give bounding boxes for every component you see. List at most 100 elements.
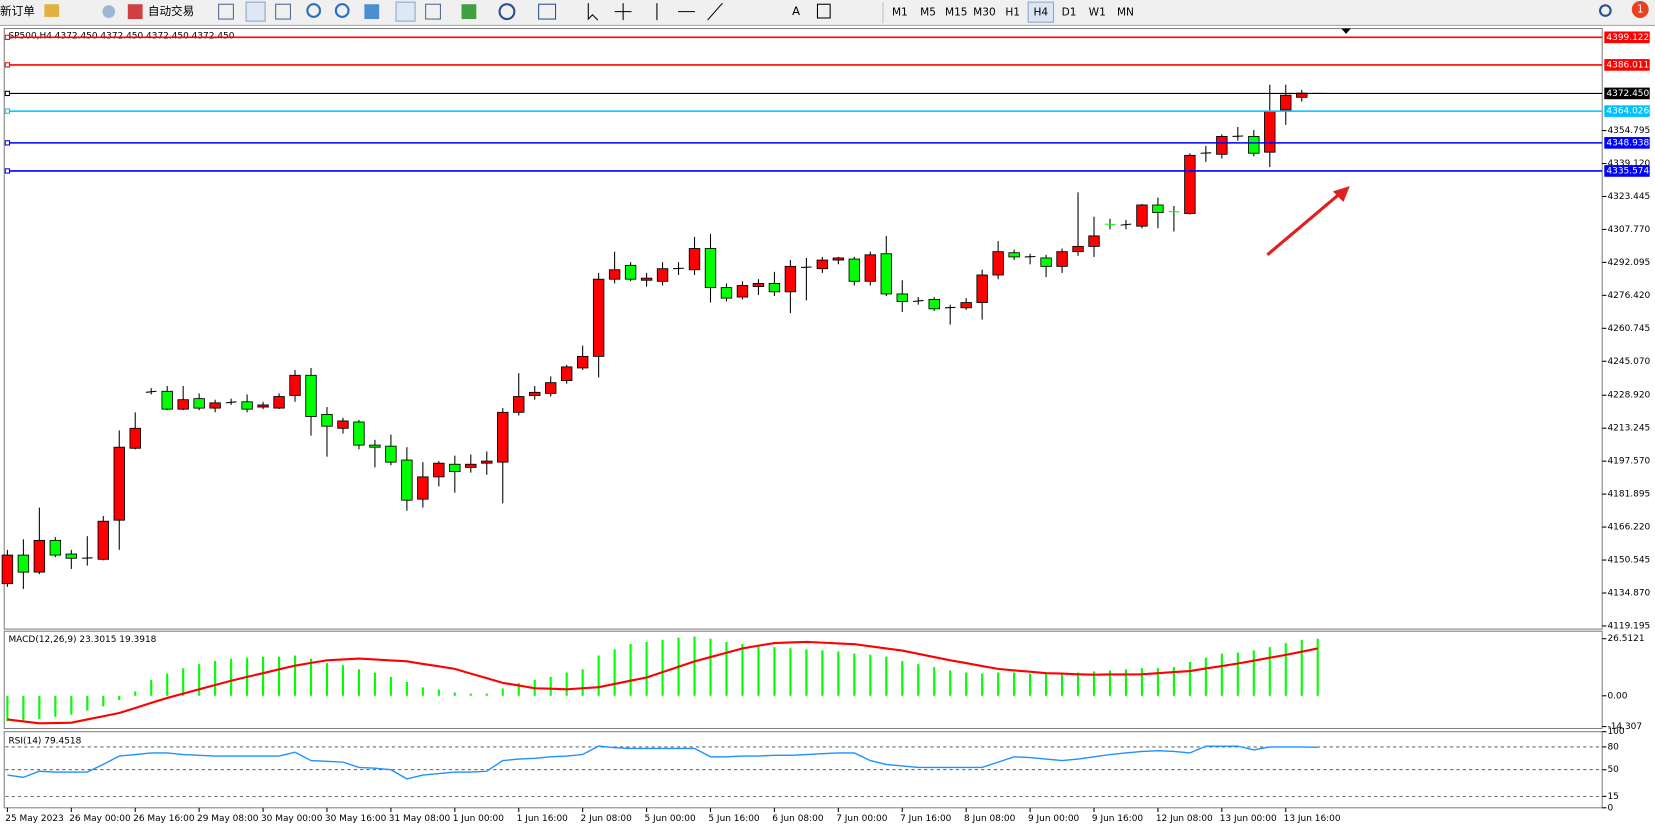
icon[interactable] [218,3,234,20]
candle-body [592,278,605,357]
y-tick-label: 4228.920 [1607,391,1650,401]
x-tick-label: 5 Jun 16:00 [708,814,760,824]
tool-icons: A [218,1,831,22]
icon[interactable] [425,3,441,20]
icon[interactable] [816,3,831,19]
icon[interactable] [275,3,291,20]
candle-body [576,355,589,369]
candle-body [704,248,717,289]
y-tick-label: 4197.570 [1607,457,1650,467]
candle-body [752,282,765,287]
search-icon[interactable] [1599,4,1612,17]
x-tick-label: 26 May 16:00 [133,814,195,824]
x-tick-label: 8 Jun 08:00 [964,814,1016,824]
candle-body [1040,257,1052,267]
new-order-button[interactable]: 新订单 [0,4,35,18]
candle-body [417,476,429,500]
timeframe-active[interactable] [1027,1,1055,23]
candle-body [640,277,653,281]
timeframe-button[interactable]: H4 [1034,7,1049,19]
candle-body [1184,154,1196,215]
candle-body [896,293,908,302]
y-tick-label: 4354.795 [1607,126,1650,136]
candle-body [17,554,30,573]
timeframe-button[interactable]: M5 [920,7,936,19]
candle-body [97,520,109,560]
candle-body [65,553,78,559]
x-tick-label: 26 May 00:00 [69,814,131,824]
candle-body [832,257,845,261]
x-tick-label: 29 May 08:00 [197,814,259,824]
icon[interactable] [656,2,723,21]
candle-body [161,390,173,410]
icon[interactable] [395,1,416,22]
y-tick-label: 0 [1607,803,1613,813]
icon[interactable] [587,3,599,21]
doji [145,390,157,393]
candle-body [529,391,541,396]
candle-body [1008,252,1020,258]
candle-body [1088,235,1100,247]
candle-body [816,259,829,270]
y-tick-label: 4260.745 [1607,324,1650,334]
candle-body [177,399,189,410]
timeframe-button[interactable]: D1 [1062,7,1077,19]
y-tick-label: 15 [1607,792,1618,802]
timeframe-button[interactable]: M15 [945,7,968,19]
icon[interactable] [538,3,557,20]
y-tick-label: 4276.420 [1607,291,1650,301]
x-tick-label: 9 Jun 16:00 [1092,814,1144,824]
timeframe-button[interactable]: MN [1117,7,1134,19]
x-tick-label: 25 May 2023 [5,814,63,824]
x-tick-label: 13 Jun 16:00 [1284,814,1341,824]
icon[interactable] [461,4,477,20]
candle-body [273,396,285,409]
x-tick-label: 30 May 00:00 [261,814,323,824]
candle-body [353,421,365,446]
icon[interactable] [498,3,516,21]
icon[interactable]: A [792,4,800,18]
candle-body [49,539,62,556]
auto-trading-button[interactable]: 自动交易 [148,4,194,18]
icon[interactable] [614,3,632,21]
notification-count[interactable]: 1 [1637,4,1644,16]
level-label: 4386.011 [1606,60,1649,70]
y-tick-label: 4245.070 [1607,357,1650,367]
timeframe-bar: M1 M5 M15 M30 H1 H4 D1 W1 MN [892,1,1134,23]
candle-body [656,268,669,282]
y-tick-label: 4134.870 [1607,589,1650,599]
icon[interactable] [334,3,350,18]
candle-body [960,302,972,309]
candle-body [1280,94,1292,111]
level-label-bg [1604,165,1650,177]
candle-body [784,265,797,293]
candle-body [1056,251,1068,267]
timeframe-button[interactable]: M30 [973,7,996,19]
y-tick-label: 4166.220 [1607,523,1650,533]
timeframe-button[interactable]: W1 [1089,7,1106,19]
level-label-bg [1604,105,1650,117]
timeframe-button[interactable]: H1 [1005,7,1020,19]
y-tick-label: 26.5121 [1607,634,1644,644]
candle-body [305,374,317,417]
rsi-line [7,745,1318,780]
x-tick-label: 2 Jun 08:00 [581,814,633,824]
icon[interactable] [306,3,322,18]
annotation-arrow [1266,191,1343,257]
level-handle [4,34,11,40]
candle-body [928,298,940,310]
y-tick-label: 4307.770 [1607,225,1650,235]
icon[interactable] [245,1,266,22]
icon[interactable] [44,4,60,17]
notification-badge[interactable] [1631,1,1649,18]
icon[interactable] [102,5,116,18]
y-tick-label: 4323.445 [1607,192,1650,202]
level-handle [4,62,11,68]
icon[interactable] [364,4,380,20]
auto-trading-icon[interactable] [127,4,143,20]
doji [912,299,924,303]
y-tick-label: 4119.195 [1607,621,1650,631]
candle-body [385,445,397,463]
timeframe-button[interactable]: M1 [892,7,908,19]
candle-body [113,446,125,521]
